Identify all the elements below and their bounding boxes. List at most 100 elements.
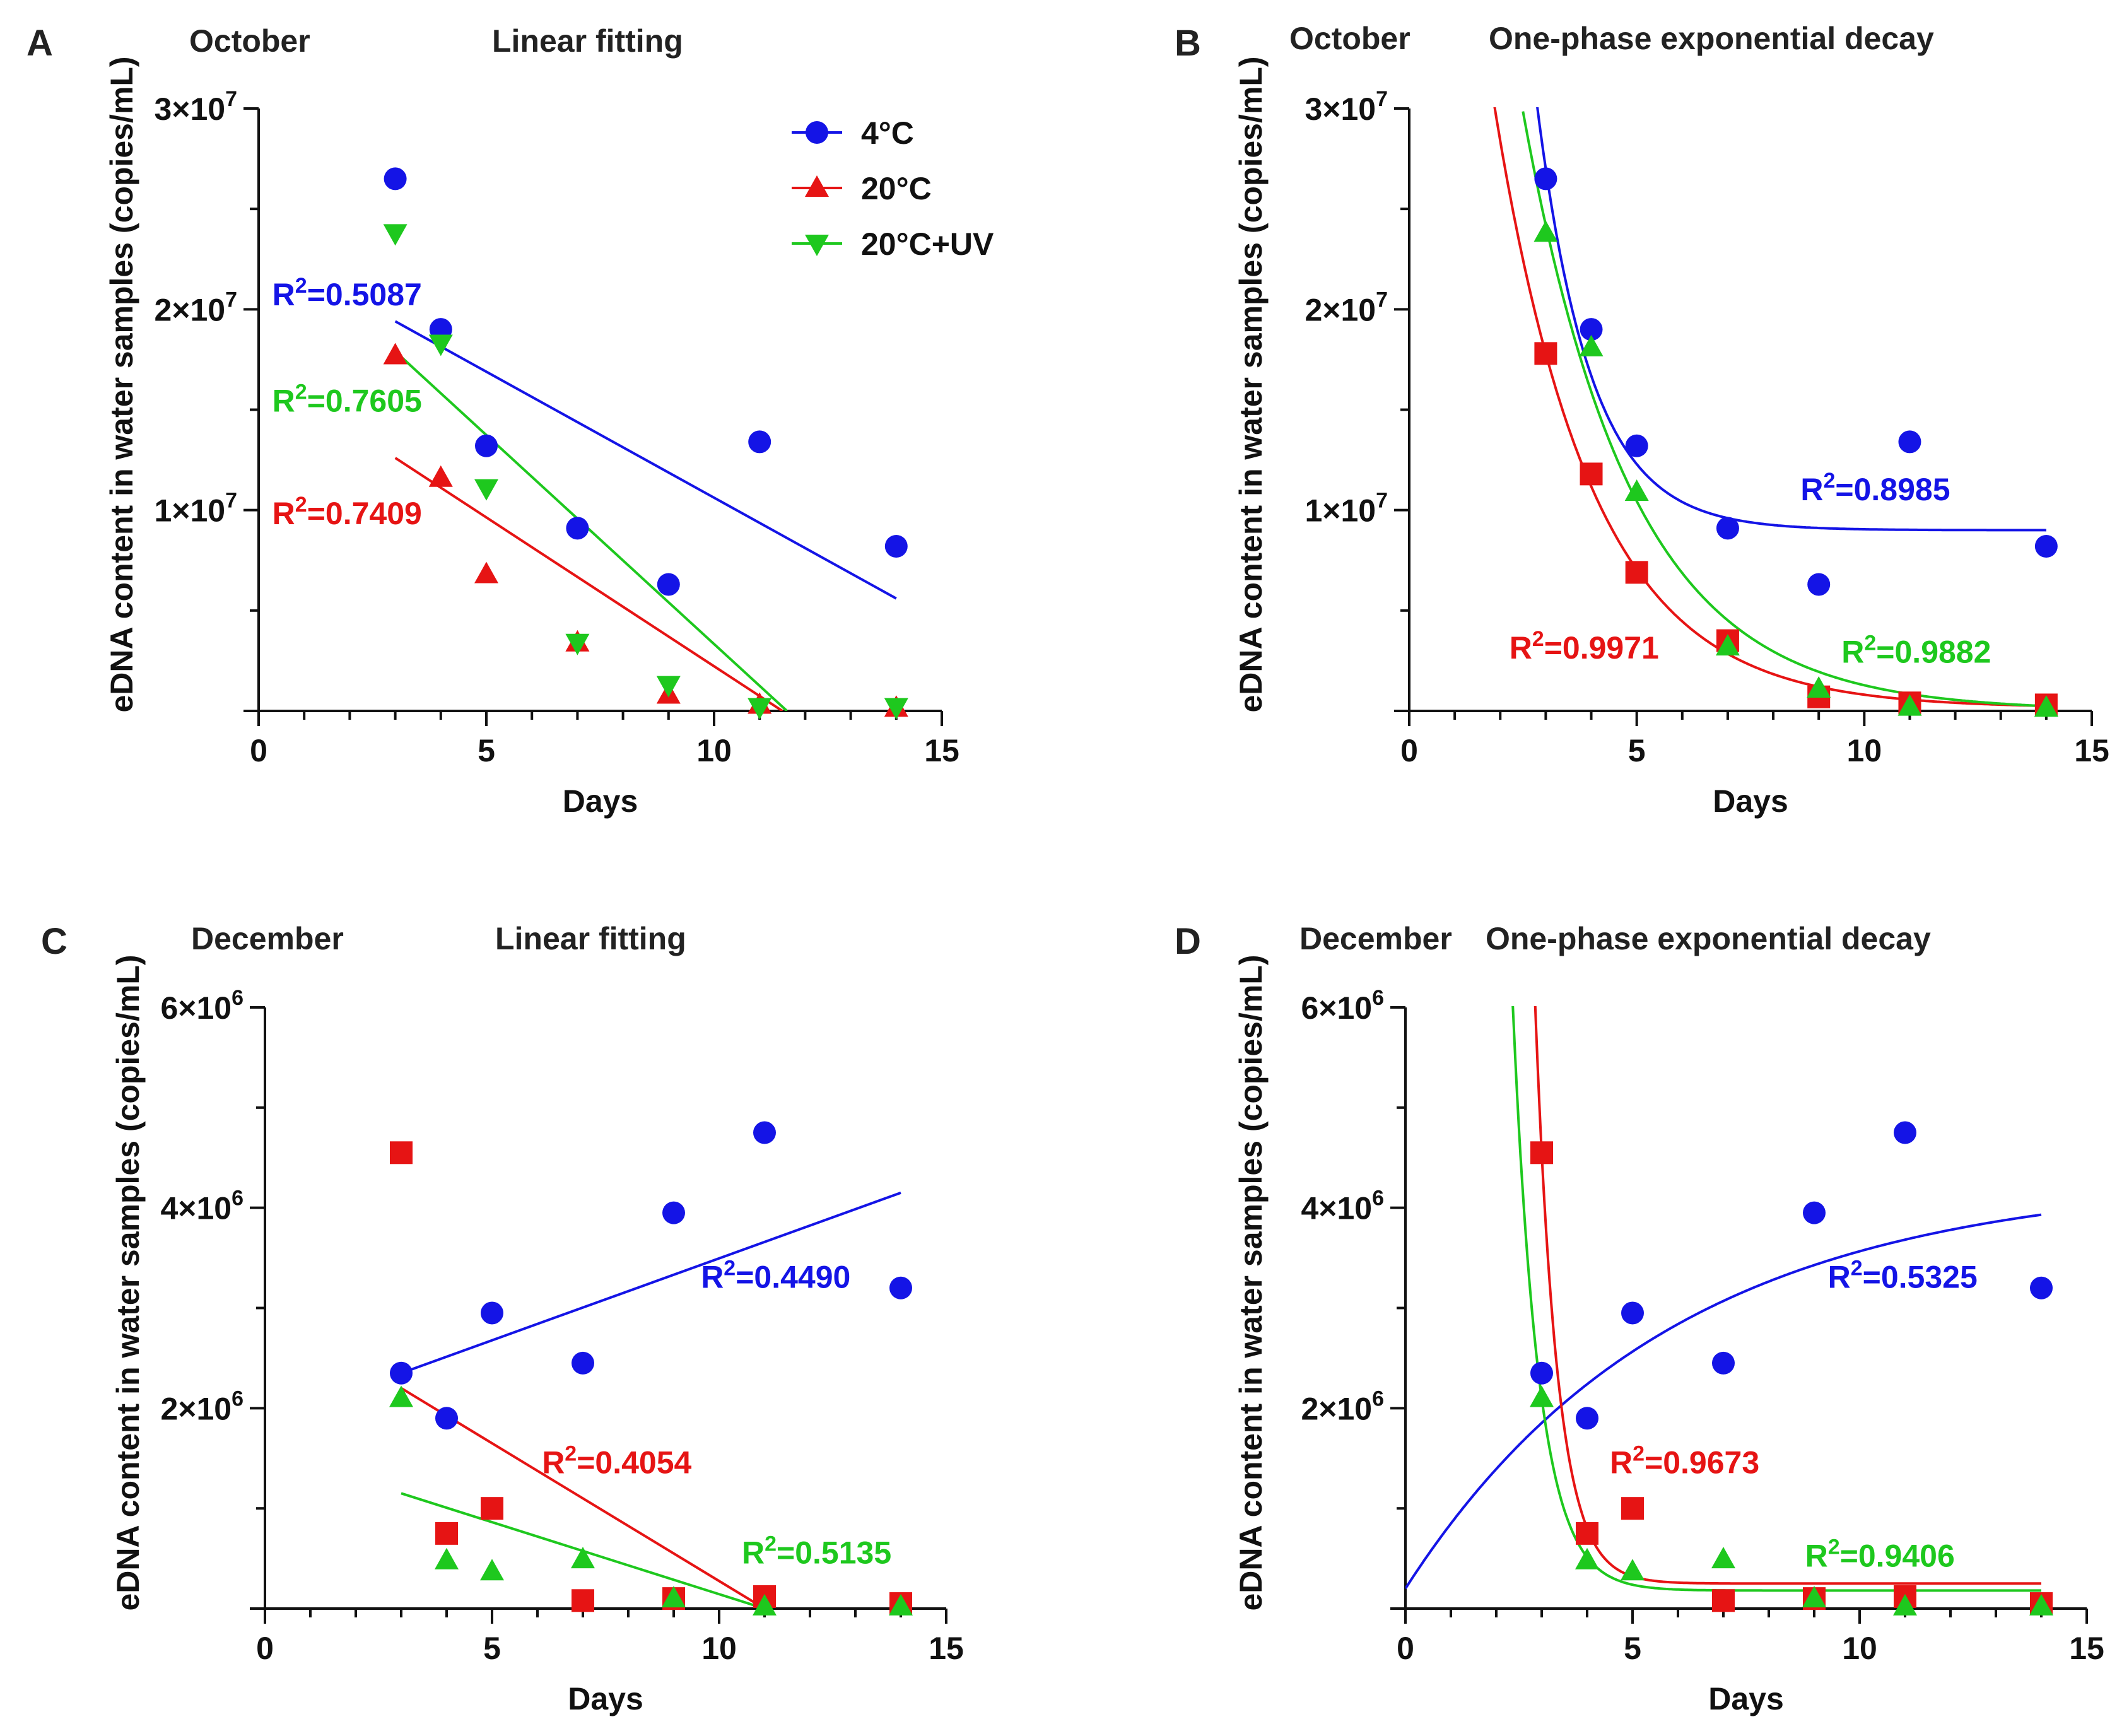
data-point-s2-0 <box>1530 1385 1554 1407</box>
r2-label-0: R2=0.5325 <box>1828 1257 1978 1295</box>
data-point-s1-3 <box>1712 1589 1735 1612</box>
data-point-s2-6 <box>2029 1593 2053 1616</box>
x-tick-label: 5 <box>483 1631 501 1666</box>
data-point-s2-4 <box>1807 676 1831 698</box>
data-point-s0-5 <box>1898 430 1921 454</box>
data-point-s2-0 <box>389 1385 413 1407</box>
panel-B: B October One-phase exponential decay 0 5 10 1… <box>1175 21 2109 819</box>
y-axis-title: eDNA content in water samples (copies/mL… <box>104 56 139 712</box>
y-tick-label: 6×106 <box>1301 986 1384 1026</box>
data-point-s1-1 <box>1576 1522 1598 1545</box>
fit-line-0 <box>394 320 897 600</box>
panel-D: D December One-phase exponential decay 0 5 10… <box>1175 921 2104 1716</box>
x-tick-label: 5 <box>478 733 495 768</box>
data-point-s0-5 <box>748 430 771 454</box>
data-point-s2-3 <box>1711 1547 1735 1569</box>
r2-label-0: R2=0.4490 <box>701 1257 850 1295</box>
r2-label-2: R2=0.5135 <box>742 1532 891 1571</box>
y-tick-label: 3×107 <box>1305 87 1388 127</box>
x-axis-title: Days <box>1713 783 1788 819</box>
y-tick-label: 1×107 <box>1305 489 1388 529</box>
data-point-s2-1 <box>1575 1547 1599 1569</box>
data-point-s2-5 <box>1897 694 1922 716</box>
legend-marker-0 <box>806 121 828 144</box>
data-point-s0-5 <box>753 1121 776 1144</box>
x-tick-label: 15 <box>2074 733 2109 768</box>
data-point-s2-6 <box>2034 695 2058 717</box>
fit-line-2 <box>394 350 788 711</box>
x-tick-label: 0 <box>250 733 267 768</box>
data-point-s0-5 <box>1894 1121 1916 1144</box>
data-point-s2-1 <box>1579 334 1604 356</box>
x-axis-title: Days <box>1708 1681 1784 1716</box>
data-point-s2-4 <box>656 676 681 698</box>
data-point-s0-4 <box>662 1201 685 1224</box>
data-point-s1-1 <box>1580 462 1603 486</box>
data-point-s2-1 <box>428 334 453 356</box>
panel-C: C December Linear fitting 0 5 10 15 2×106 4×106 6… <box>41 921 964 1716</box>
data-point-s2-4 <box>1802 1586 1826 1608</box>
fit-curve-0 <box>1536 107 2046 532</box>
data-point-s2-0 <box>383 224 408 246</box>
data-point-s2-6 <box>884 698 908 720</box>
x-axis-title: Days <box>568 1681 643 1716</box>
panel-letter: D <box>1175 921 1201 962</box>
x-tick-label: 15 <box>924 733 959 768</box>
panel-letter: B <box>1175 23 1201 64</box>
data-point-s0-3 <box>572 1351 594 1375</box>
x-tick-label: 5 <box>1624 1631 1641 1666</box>
data-point-s0-0 <box>384 167 407 191</box>
data-point-s0-0 <box>1530 1361 1553 1385</box>
x-tick-label: 0 <box>1397 1631 1414 1666</box>
x-tick-label: 5 <box>1628 733 1646 768</box>
y-tick-label: 4×106 <box>1301 1187 1384 1226</box>
r2-label-1: R2=0.9971 <box>1510 627 1659 666</box>
r2-label-2: R2=0.9882 <box>1841 631 1991 670</box>
data-point-s2-6 <box>889 1593 913 1616</box>
data-point-s2-4 <box>662 1586 686 1608</box>
data-point-s1-0 <box>383 343 408 365</box>
panel-month: October <box>1289 21 1410 56</box>
data-point-s0-3 <box>566 517 589 540</box>
data-point-s2-2 <box>474 479 498 501</box>
x-tick-label: 10 <box>696 733 732 768</box>
data-point-s2-1 <box>435 1547 459 1569</box>
data-point-s1-0 <box>1530 1141 1553 1164</box>
data-point-s0-3 <box>1716 517 1739 540</box>
legend-marker-2 <box>805 235 829 256</box>
legend-label-0: 4°C <box>861 115 914 151</box>
x-tick-label: 10 <box>701 1631 737 1666</box>
data-point-s2-5 <box>1893 1593 1917 1616</box>
panel-method: One-phase exponential decay <box>1489 21 1934 56</box>
fit-curve-1 <box>1534 1006 2041 1585</box>
legend-label-1: 20°C <box>861 171 932 206</box>
data-point-s0-6 <box>2034 534 2058 558</box>
data-point-s2-5 <box>753 1593 777 1616</box>
data-point-s2-2 <box>1624 479 1649 501</box>
data-point-s1-2 <box>481 1497 503 1520</box>
data-point-s1-1 <box>435 1522 458 1545</box>
y-tick-label: 2×107 <box>1305 288 1388 327</box>
panel-method: Linear fitting <box>492 23 683 59</box>
data-point-s0-1 <box>1576 1407 1598 1430</box>
fit-curve-0 <box>1405 1213 2042 1590</box>
r2-label-0: R2=0.5087 <box>273 274 422 312</box>
x-tick-label: 15 <box>2069 1631 2104 1666</box>
x-tick-label: 10 <box>1847 733 1882 768</box>
fit-line-1 <box>394 457 783 711</box>
x-tick-label: 0 <box>1400 733 1418 768</box>
fit-curve-2 <box>1522 111 2046 708</box>
panel-A: A October Linear fitting 0 5 10 15 1×107 2×107 3×… <box>26 23 994 819</box>
y-axis-title: eDNA content in water samples (copies/mL… <box>1233 954 1269 1610</box>
data-point-s0-6 <box>884 534 908 558</box>
data-point-s2-2 <box>480 1559 504 1581</box>
r2-label-0: R2=0.8985 <box>1800 469 1950 507</box>
data-point-s1-2 <box>1625 561 1648 584</box>
y-tick-label: 2×106 <box>160 1387 243 1426</box>
y-axis-title: eDNA content in water samples (copies/mL… <box>1233 56 1269 712</box>
r2-label-2: R2=0.7605 <box>273 380 422 419</box>
data-point-s0-4 <box>1803 1201 1826 1224</box>
r2-label-1: R2=0.9673 <box>1610 1442 1759 1481</box>
y-tick-label: 1×107 <box>154 489 237 529</box>
